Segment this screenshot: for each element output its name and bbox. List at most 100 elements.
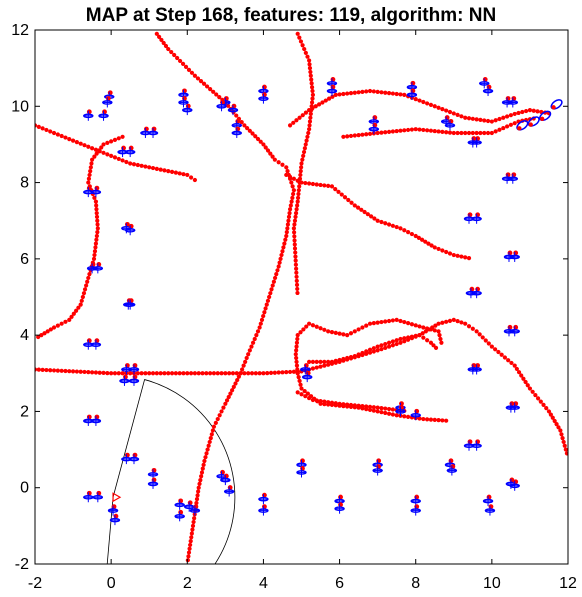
map-point-trail-0 (128, 161, 133, 166)
map-point-trail-7 (501, 125, 506, 131)
map-point-trail-8 (261, 371, 266, 376)
map-point-trail-3 (197, 481, 202, 486)
map-point-trail-5 (346, 197, 351, 203)
map-point-trail-3 (240, 367, 245, 372)
map-point-trail-10 (394, 413, 399, 418)
map-point-trail-8 (48, 368, 53, 373)
map-point-trail-3 (263, 306, 268, 311)
map-point-trail-4 (297, 184, 302, 189)
map-point-trail-0 (158, 167, 163, 172)
map-point-trail-4 (302, 46, 307, 52)
landmark-estimate-point (300, 458, 305, 464)
map-point-trail-8 (433, 323, 438, 328)
map-point-trail-12 (295, 390, 300, 395)
map-point-trail-0 (105, 152, 110, 157)
map-point-trail-1 (36, 334, 41, 340)
map-point-trail-4 (304, 138, 309, 143)
map-point-trail-3 (287, 207, 293, 212)
map-point-trail-5 (383, 221, 388, 226)
landmark-estimate-point (151, 477, 157, 483)
map-point-trail-8 (420, 331, 425, 336)
map-point-trail-5 (416, 235, 421, 240)
map-point-trail-3 (249, 344, 254, 349)
map-point-trail-3 (246, 352, 251, 357)
y-axis-ticks: -2 0 2 4 6 8 10 12 (11, 22, 568, 573)
map-point-trail-1 (78, 302, 83, 307)
map-point-trail-8 (541, 402, 546, 407)
map-point-trail-11 (431, 343, 436, 348)
landmark-estimate-point (262, 492, 267, 498)
map-point-trail-3 (285, 226, 290, 231)
map-point-trail-2 (270, 154, 275, 159)
map-point-trail-1 (116, 136, 121, 141)
map-point-trail-8 (402, 339, 407, 344)
map-point-trail-8 (519, 373, 524, 378)
map-point-trail-6 (447, 109, 453, 115)
landmark-estimate-point (528, 122, 533, 127)
landmark-estimate-point (94, 185, 100, 191)
map-point-trail-8 (489, 344, 494, 349)
map-point-trail-6 (535, 109, 540, 114)
map-point-trail-10 (379, 410, 384, 415)
map-point-trail-12 (326, 400, 331, 405)
map-point-trail-0 (59, 133, 64, 139)
map-point-trail-10 (417, 416, 422, 421)
map-point-trail-6 (497, 116, 502, 122)
map-point-trail-6 (478, 117, 483, 123)
map-point-trail-7 (451, 130, 456, 136)
map-point-trail-0 (162, 168, 167, 173)
map-point-trail-5 (314, 182, 319, 187)
map-point-trail-11 (409, 334, 415, 339)
map-point-trail-0 (135, 162, 140, 168)
map-point-trail-1 (45, 329, 50, 334)
map-point-trail-1 (88, 169, 93, 174)
map-point-trail-4 (298, 169, 303, 174)
map-point-trail-8 (204, 371, 209, 376)
map-point-trail-8 (459, 320, 464, 325)
map-point-trail-8 (506, 358, 511, 363)
map-point-trail-2 (255, 136, 261, 142)
landmark-estimate-point (486, 84, 492, 90)
landmark-estimate-point (488, 504, 494, 509)
landmark-estimate-point (128, 223, 134, 229)
map-point-trail-8 (499, 352, 504, 357)
map-point-trail-2 (169, 49, 174, 55)
map-point-trail-6 (352, 90, 357, 95)
map-point-trail-11 (375, 344, 380, 349)
map-point-trail-9 (432, 328, 437, 333)
map-point-trail-10 (383, 410, 388, 416)
map-point-trail-6 (440, 107, 445, 112)
map-point-trail-5 (365, 212, 370, 217)
map-point-trail-8 (561, 439, 566, 445)
map-point-trail-8 (523, 379, 528, 385)
map-point-trail-2 (253, 134, 258, 139)
map-point-trail-8 (101, 370, 106, 376)
map-point-trail-3 (261, 313, 266, 319)
landmark-estimate-point (303, 363, 309, 368)
landmark-estimate-point (124, 363, 130, 368)
map-point-trail-1 (84, 283, 89, 288)
map-point-trail-3 (194, 500, 199, 506)
map-point-trail-11 (390, 339, 395, 344)
map-point-trail-8 (128, 371, 133, 376)
map-point-trail-11 (310, 359, 316, 364)
map-point-trail-3 (278, 256, 283, 261)
map-point-trail-8 (230, 371, 236, 376)
map-point-trail-6 (466, 116, 472, 121)
map-point-trail-12 (348, 402, 354, 408)
map-point-trail-6 (508, 113, 513, 118)
map-point-trail-11 (386, 340, 392, 345)
map-point-trail-5 (398, 226, 403, 231)
map-point-trail-4 (292, 234, 297, 239)
map-point-trail-6 (485, 118, 491, 124)
map-point-trail-2 (263, 145, 268, 150)
map-point-trail-4 (309, 81, 314, 86)
map-point-trail-11 (364, 349, 369, 354)
map-point-trail-9 (348, 331, 354, 336)
map-point-trail-8 (444, 319, 449, 324)
landmark-estimate-point (86, 414, 92, 420)
map-point-trail-5 (359, 207, 364, 212)
map-point-trail-5 (402, 228, 407, 233)
map-point-trail-3 (286, 218, 291, 223)
map-point-trail-6 (436, 105, 441, 110)
